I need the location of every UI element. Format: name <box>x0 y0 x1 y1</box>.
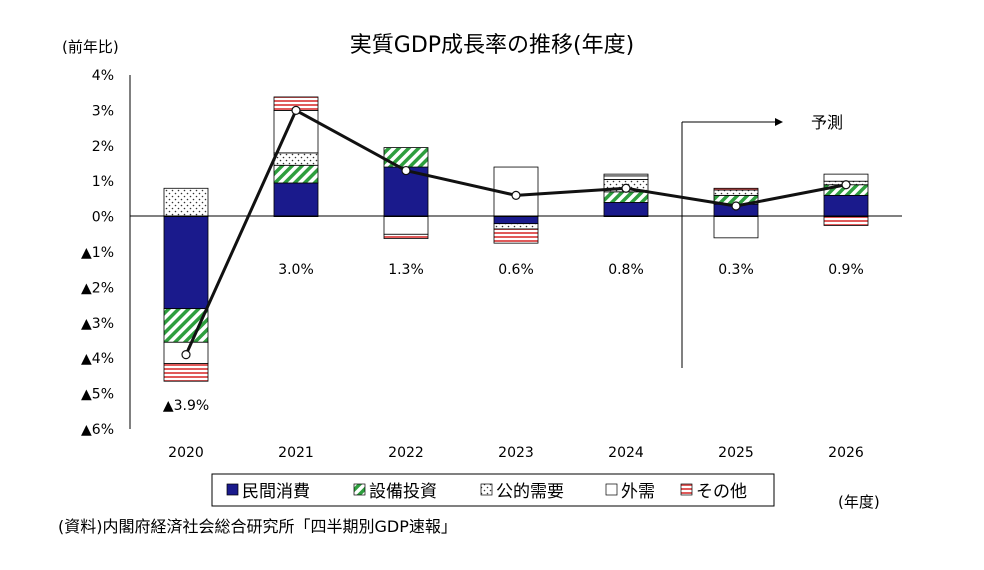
y-tick-labels: 4% 3% 2% 1% 0% ▲1% ▲2% ▲3% ▲4% ▲5% ▲6% <box>81 68 114 438</box>
bar-public-demand <box>273 152 319 166</box>
bar-other <box>493 228 539 244</box>
bar-investment <box>603 191 649 203</box>
bar-other <box>603 173 649 177</box>
legend-label-public: 公的需要 <box>496 482 564 502</box>
gdp-data-label: 0.6% <box>498 262 534 278</box>
gdp-data-labels: ▲3.9% 3.0% 1.3% 0.6% 0.8% 0.3% 0.9% <box>163 262 864 414</box>
bar-stacks <box>163 96 869 382</box>
gdp-point <box>511 190 521 200</box>
bar-external-demand <box>603 175 649 180</box>
y-tick-label: ▲2% <box>81 280 114 296</box>
x-tick-label: 2021 <box>278 445 314 461</box>
bar-consumption <box>603 202 649 218</box>
legend-label-other: その他 <box>696 482 747 502</box>
bar-consumption <box>273 182 319 218</box>
legend-swatch-external <box>605 483 618 496</box>
gdp-data-label: 0.8% <box>608 262 644 278</box>
y-tick-label: ▲1% <box>81 245 114 261</box>
gdp-data-label: 0.3% <box>718 262 754 278</box>
bar-investment <box>273 164 319 184</box>
y-tick-label: 4% <box>92 68 114 84</box>
bar-external-demand <box>383 216 429 235</box>
gdp-data-label: ▲3.9% <box>163 398 209 414</box>
gdp-point <box>181 350 191 360</box>
gdp-growth-line <box>181 105 851 360</box>
bar-other <box>163 363 209 382</box>
y-tick-label: 3% <box>92 103 114 119</box>
gdp-point <box>291 105 301 116</box>
x-axis-unit: (年度) <box>838 493 880 511</box>
legend-label-investment: 設備投資 <box>369 482 437 502</box>
bar-investment <box>163 308 209 343</box>
legend-swatch-investment <box>353 483 366 496</box>
gdp-point <box>621 183 631 193</box>
bar-public-demand <box>713 189 759 196</box>
legend-swatch-public <box>480 483 493 496</box>
chart-title: 実質GDP成長率の推移(年度) <box>350 33 634 58</box>
forecast-marker: 予測 <box>681 113 843 368</box>
y-tick-label: ▲6% <box>81 422 114 438</box>
legend-border <box>211 473 775 507</box>
x-tick-labels: 2020 2021 2022 2023 2024 2025 2026 <box>168 445 864 461</box>
x-tick-label: 2020 <box>168 445 204 461</box>
legend-label-external: 外需 <box>621 482 655 502</box>
source-note: (資料)内閣府経済社会総合研究所「四半期別GDP速報」 <box>58 517 457 536</box>
bar-other <box>713 187 759 191</box>
y-tick-label: 0% <box>92 210 114 226</box>
bar-public-demand <box>493 223 539 230</box>
forecast-label: 予測 <box>811 113 843 132</box>
y-tick-label: 2% <box>92 139 114 155</box>
x-tick-label: 2026 <box>828 445 864 461</box>
forecast-arrow-head <box>775 118 783 126</box>
legend-swatch-consumption <box>226 483 239 496</box>
y-tick-label: ▲5% <box>81 387 114 403</box>
y-axis-unit: (前年比) <box>62 38 119 56</box>
bar-external-demand <box>823 173 869 182</box>
bar-consumption <box>493 216 539 225</box>
x-tick-label: 2024 <box>608 445 644 461</box>
x-tick-label: 2023 <box>498 445 534 461</box>
bar-public-demand <box>163 187 209 217</box>
legend-swatch-other <box>680 483 693 496</box>
gdp-point <box>841 180 851 190</box>
bar-investment <box>383 147 429 168</box>
y-tick-label: ▲4% <box>81 351 114 367</box>
bar-external-demand <box>713 216 759 239</box>
legend: 民間消費 設備投資 公的需要 外需 その他 <box>211 473 775 507</box>
bar-consumption <box>823 194 869 218</box>
y-tick-label: 1% <box>92 174 114 190</box>
gdp-data-label: 1.3% <box>388 262 424 278</box>
y-tick-label: ▲3% <box>81 316 114 332</box>
bar-other <box>823 216 869 226</box>
bar-consumption <box>163 216 209 310</box>
gdp-point <box>401 165 411 176</box>
gdp-data-label: 0.9% <box>828 262 864 278</box>
gdp-data-label: 3.0% <box>278 262 314 278</box>
x-tick-label: 2025 <box>718 445 754 461</box>
bar-other <box>383 233 429 239</box>
x-tick-label: 2022 <box>388 445 424 461</box>
legend-label-consumption: 民間消費 <box>242 482 310 502</box>
gdp-point <box>731 201 741 211</box>
